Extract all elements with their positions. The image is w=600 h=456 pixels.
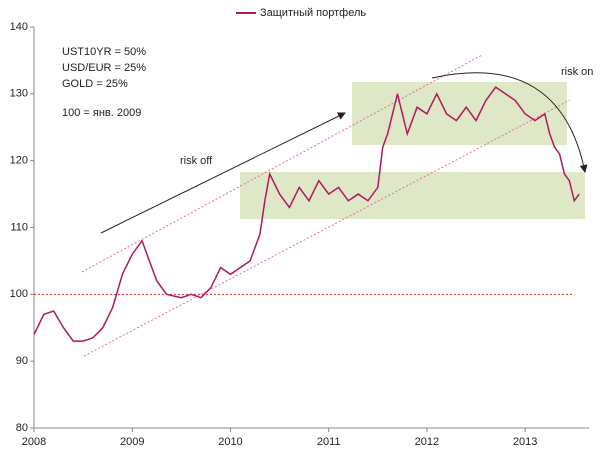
y-tick-label: 90	[16, 355, 28, 367]
x-tick-label: 2012	[415, 436, 439, 448]
y-tick-label: 100	[10, 288, 28, 300]
channel-line	[83, 99, 571, 357]
annotation: risk off	[180, 155, 213, 167]
legend-label: Защитный портфель	[260, 7, 366, 19]
x-tick-label: 2008	[22, 436, 46, 448]
y-tick-label: 110	[10, 221, 28, 233]
annotation: risk on	[561, 66, 593, 78]
series-line	[33, 86, 580, 342]
x-tick-label: 2011	[317, 436, 341, 448]
x-tick-label: 2009	[120, 436, 144, 448]
channel-line	[81, 54, 483, 273]
annotation: 100 = янв. 2009	[62, 107, 141, 119]
y-tick-label: 80	[16, 422, 28, 434]
y-tick-label: 120	[10, 155, 28, 167]
annotation: GOLD = 25%	[62, 78, 128, 90]
y-tick-label: 140	[10, 21, 28, 33]
annotation: UST10YR = 50%	[62, 46, 146, 58]
range-box	[240, 172, 585, 219]
x-tick-label: 2013	[513, 436, 537, 448]
x-tick-label: 2010	[218, 436, 242, 448]
y-tick-label: 130	[10, 88, 28, 100]
annotation: USD/EUR = 25%	[62, 62, 146, 74]
arrow	[431, 72, 588, 173]
arrow	[100, 112, 346, 234]
range-box	[352, 82, 567, 145]
